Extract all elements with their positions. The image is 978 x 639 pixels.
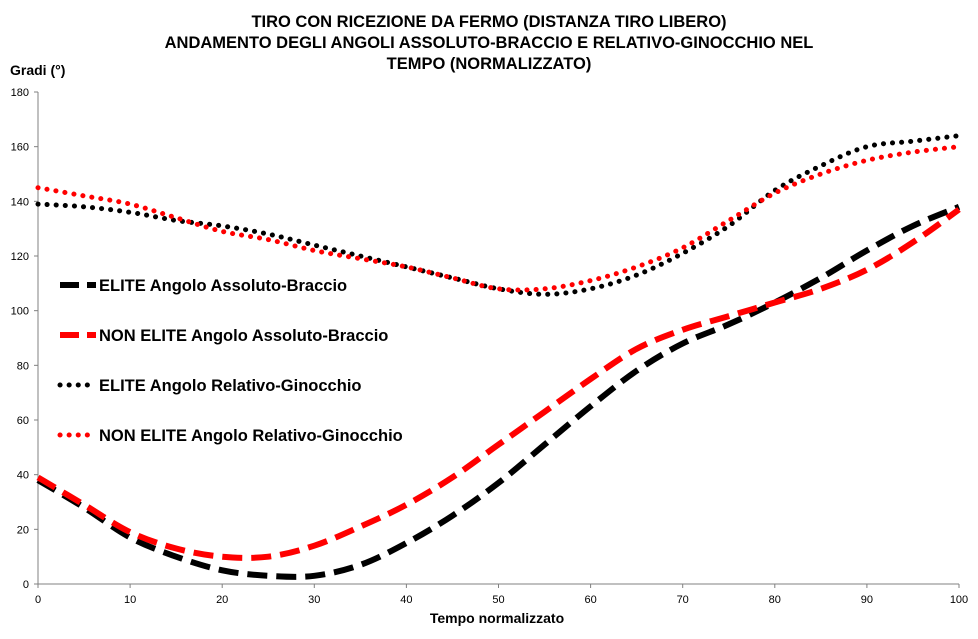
chart-title-line-3: TEMPO (NORMALIZZATO) (386, 55, 592, 73)
y-tick-label: 140 (11, 196, 29, 208)
series-line-1 (36, 204, 961, 580)
series-line-4 (35, 144, 962, 293)
legend-label-3: ELITE Angolo Relativo-Ginocchio (99, 377, 361, 395)
x-axis-label: Tempo normalizzato (429, 610, 565, 626)
y-tick-label: 60 (17, 415, 29, 427)
x-tick-label: 90 (861, 594, 873, 606)
x-tick-label: 40 (400, 594, 412, 606)
y-tick-label: 100 (11, 306, 29, 318)
y-tick-label: 180 (11, 87, 29, 99)
legend-label-4: NON ELITE Angolo Relativo-Ginocchio (99, 427, 403, 445)
series-line-3 (35, 133, 962, 297)
chart-title: TIRO CON RICEZIONE DA FERMO (DISTANZA TI… (0, 12, 978, 75)
x-tick-label: 20 (216, 594, 228, 606)
x-tick-label: 30 (308, 594, 320, 606)
chart-title-line-2: ANDAMENTO DEGLI ANGOLI ASSOLUTO-BRACCIO … (164, 34, 814, 52)
x-tick-label: 60 (584, 594, 596, 606)
axes: 0 20 40 60 80 100 120 140 160 180 0 10 20 30 40 50 60 70 8… (11, 87, 969, 606)
y-tick-label: 20 (17, 524, 29, 536)
x-tick-label: 70 (677, 594, 689, 606)
x-tick-label: 0 (35, 594, 41, 606)
y-tick-label: 0 (23, 579, 29, 591)
y-axis-label: Gradi (°) (10, 62, 66, 78)
legend-label-1: ELITE Angolo Assoluto-Braccio (99, 277, 347, 295)
series-layer (35, 133, 962, 580)
legend: ELITE Angolo Assoluto-Braccio NON ELITE A… (57, 277, 403, 445)
y-tick-label: 120 (11, 251, 29, 263)
x-tick-label: 100 (950, 594, 968, 606)
series-line-2 (36, 207, 961, 561)
y-tick-label: 160 (11, 142, 29, 154)
legend-label-2: NON ELITE Angolo Assoluto-Braccio (99, 327, 388, 345)
x-tick-label: 50 (492, 594, 504, 606)
x-tick-label: 10 (124, 594, 136, 606)
y-tick-label: 80 (17, 360, 29, 372)
x-tick-label: 80 (769, 594, 781, 606)
y-tick-label: 40 (17, 470, 29, 482)
chart-title-line-1: TIRO CON RICEZIONE DA FERMO (DISTANZA TI… (251, 13, 727, 31)
